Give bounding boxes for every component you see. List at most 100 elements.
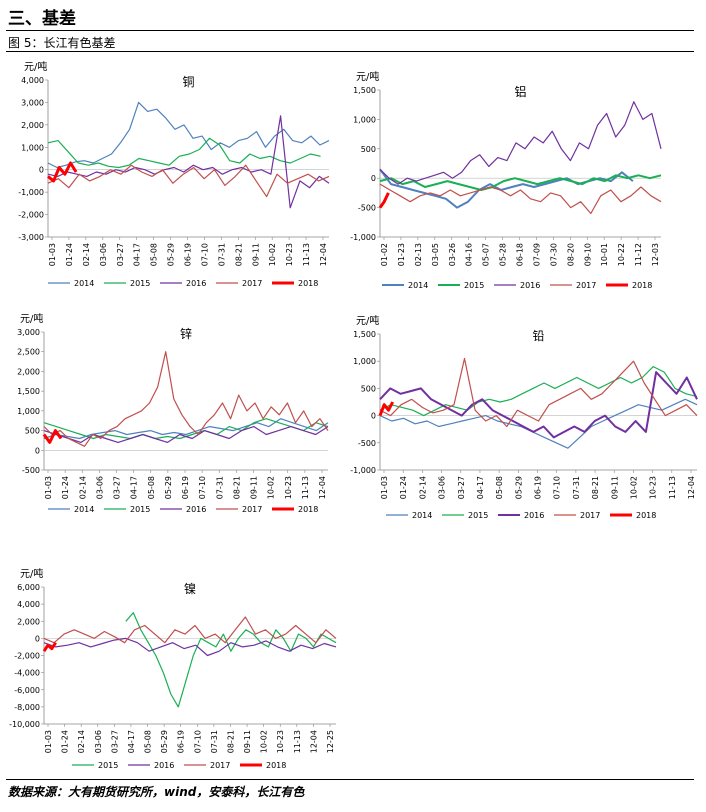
y-tick-label: -500 xyxy=(22,466,40,475)
series-line-2015 xyxy=(47,137,321,169)
section-title: 三、基差 xyxy=(8,9,76,29)
x-tick-label: 08-21 xyxy=(232,476,241,499)
x-tick-label: 10-02 xyxy=(267,476,276,499)
x-tick-label: 04-17 xyxy=(127,730,136,753)
x-tick-label: 04-17 xyxy=(130,476,139,499)
y-tick-label: 0 xyxy=(35,634,40,643)
y-tick-label: 1,000 xyxy=(353,115,376,124)
series-line-2017 xyxy=(379,183,662,215)
x-tick-label: 01-03 xyxy=(44,730,53,753)
y-tick-label: -6,000 xyxy=(14,686,40,695)
x-tick-label: 04-17 xyxy=(476,476,485,499)
source-divider xyxy=(6,779,694,780)
x-tick-label: 01-03 xyxy=(380,476,389,499)
x-tick-label: 02-14 xyxy=(77,730,86,753)
y-axis-label: 元/吨 xyxy=(20,312,43,325)
y-tick-label: 0 xyxy=(371,174,376,183)
x-tick-label: 07-31 xyxy=(215,476,224,499)
x-tick-label: 03-06 xyxy=(99,243,108,266)
x-tick-label: 09-11 xyxy=(250,476,259,499)
x-tick-label: 10-23 xyxy=(276,730,285,753)
chart-1: 元/吨铜 -3,000 -2,000 -1,000 0 1,000 2,000 3,000 4,… xyxy=(18,60,330,288)
x-tick-label: 03-06 xyxy=(95,476,104,499)
x-tick-label: 10-23 xyxy=(284,476,293,499)
chart-title: 锌 xyxy=(180,327,192,341)
x-tick-label: 08-21 xyxy=(591,476,600,499)
y-axis-label: 元/吨 xyxy=(20,567,43,580)
x-tick-label: 07-31 xyxy=(572,476,581,499)
series-line-2015 xyxy=(379,174,662,191)
y-axis-label: 元/吨 xyxy=(24,60,47,73)
series-line-2015 xyxy=(379,366,698,417)
x-tick-label: 01-03 xyxy=(48,243,57,266)
x-tick-label: 09-10 xyxy=(583,243,592,266)
y-tick-label: 3,000 xyxy=(17,328,40,337)
x-tick-label: 06-19 xyxy=(534,476,543,499)
x-tick-label: 10-02 xyxy=(268,243,277,266)
source-note: 数据来源：大有期货研究所，wind，安泰科，长江有色 xyxy=(8,785,305,799)
figure-title: 图 5：长江有色基差 xyxy=(8,36,116,50)
y-tick-label: 1,500 xyxy=(17,387,40,396)
x-tick-label: 02-14 xyxy=(418,476,427,499)
x-tick-label: 06-19 xyxy=(181,476,190,499)
series-line-2016 xyxy=(43,637,337,657)
y-tick-label: -4,000 xyxy=(14,669,40,678)
x-tick-label: 05-08 xyxy=(147,476,156,499)
y-tick-label: 500 xyxy=(25,427,40,436)
figure-divider xyxy=(6,51,694,52)
chart-5: 元/吨镍 -10,000 -8,000 -6,000 -4,000 -2,000 0 2,00… xyxy=(9,567,337,770)
section-divider xyxy=(6,30,694,31)
x-tick-label: 02-14 xyxy=(82,243,91,266)
x-tick-label: 10-02 xyxy=(260,730,269,753)
legend-label: 2014 xyxy=(74,505,94,514)
y-tick-label: 2,000 xyxy=(21,121,44,130)
x-tick-label: 08-20 xyxy=(566,243,575,266)
legend-label: 2018 xyxy=(298,279,318,288)
x-tick-label: 03-26 xyxy=(448,243,457,266)
x-tick-label: 08-21 xyxy=(234,243,243,266)
x-tick-label: 06-19 xyxy=(177,730,186,753)
x-tick-label: 09-11 xyxy=(243,730,252,753)
legend-label: 2015 xyxy=(464,281,484,290)
y-tick-label: 1,000 xyxy=(353,357,376,366)
chart-title: 铅 xyxy=(532,329,544,343)
legend-label: 2014 xyxy=(74,279,94,288)
x-tick-label: 07-09 xyxy=(532,243,541,266)
series-line-2017 xyxy=(43,616,337,644)
series-line-2018 xyxy=(378,192,390,209)
y-tick-label: 0 xyxy=(371,412,376,421)
x-tick-label: 03-27 xyxy=(457,476,466,499)
x-tick-label: 07-10 xyxy=(553,476,562,499)
y-tick-label: -8,000 xyxy=(14,703,40,712)
y-tick-label: -500 xyxy=(358,439,376,448)
x-tick-label: 04-16 xyxy=(465,243,474,266)
series-line-2016 xyxy=(47,115,330,209)
legend-label: 2016 xyxy=(520,281,540,290)
x-tick-label: 07-10 xyxy=(193,730,202,753)
x-tick-label: 01-03 xyxy=(44,476,53,499)
charts-canvas: 元/吨铜-3,000-2,000-1,00001,0002,0003,0004,… xyxy=(9,60,698,770)
chart-3: 元/吨锌 -500 0 500 1,000 1,500 2,000 2,500 3,000 01-… xyxy=(17,312,329,514)
x-tick-label: 11-13 xyxy=(293,730,302,753)
series-line-2017 xyxy=(47,164,330,198)
x-tick-label: 05-08 xyxy=(495,476,504,499)
series-line-2018 xyxy=(378,401,395,417)
legend-label: 2015 xyxy=(98,761,118,770)
x-tick-label: 10-01 xyxy=(600,243,609,266)
chart-2: 元/吨铝 -1,000 -500 0 500 1,000 1,500 01-02 01-23 02… xyxy=(350,70,662,290)
y-tick-label: -2,000 xyxy=(14,652,40,661)
y-tick-label: -1,000 xyxy=(18,188,44,197)
y-tick-label: -500 xyxy=(358,204,376,213)
y-tick-label: 1,500 xyxy=(353,86,376,95)
x-tick-label: 05-29 xyxy=(160,730,169,753)
y-tick-label: 6,000 xyxy=(17,583,40,592)
x-tick-label: 04-17 xyxy=(133,243,142,266)
legend-label: 2014 xyxy=(408,281,428,290)
x-tick-label: 11-13 xyxy=(302,243,311,266)
x-tick-label: 12-25 xyxy=(326,730,335,753)
y-tick-label: 0 xyxy=(39,166,44,175)
x-tick-label: 10-02 xyxy=(629,476,638,499)
chart-title: 镍 xyxy=(184,582,196,596)
series-line-2018 xyxy=(47,161,78,183)
y-axis-label: 元/吨 xyxy=(356,70,379,83)
